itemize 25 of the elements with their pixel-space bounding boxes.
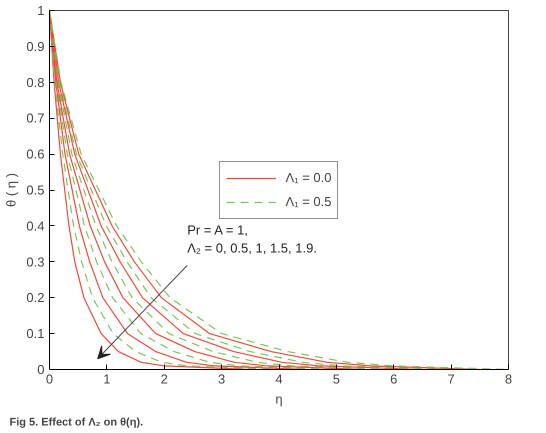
x-tick-label: 7 [448, 372, 455, 386]
x-tick-label: 8 [504, 372, 512, 386]
y-tick-label: 0.4 [26, 218, 45, 234]
legend-label: Λ₁ = 0.5 [286, 194, 332, 209]
x-axis-title: η [275, 392, 283, 406]
y-tick-label: 0.8 [26, 74, 45, 90]
x-tick-label: 4 [275, 372, 283, 386]
x-tick-label: 5 [332, 372, 340, 386]
y-tick-label: 0.3 [26, 254, 45, 270]
text: Fig 5. Effect of Λ₂ on θ(η). [10, 416, 144, 428]
y-tick-label: 0 [37, 362, 45, 377]
x-tick-label: 1 [103, 372, 110, 386]
y-tick-label: 1 [37, 3, 45, 18]
y-tick-label: 0.7 [26, 110, 45, 126]
x-tick-label: 2 [160, 372, 168, 386]
legend-label: Λ₁ = 0.0 [286, 170, 332, 185]
y-tick-label: 0.9 [26, 38, 45, 54]
y-axis-title: θ ( η ) [3, 173, 18, 207]
y-tick-label: 0.2 [26, 290, 45, 306]
annotation: Pr = A = 1, Λ₂ = 0, 0.5, 1, 1.5, 1.9. [187, 222, 317, 256]
y-tick-label: 0.6 [26, 146, 45, 162]
x-tick-label: 6 [390, 372, 398, 386]
x-tick-label: 3 [218, 372, 226, 386]
y-tick-label: 0.5 [26, 182, 45, 198]
y-tick-label: 0.1 [26, 326, 45, 342]
